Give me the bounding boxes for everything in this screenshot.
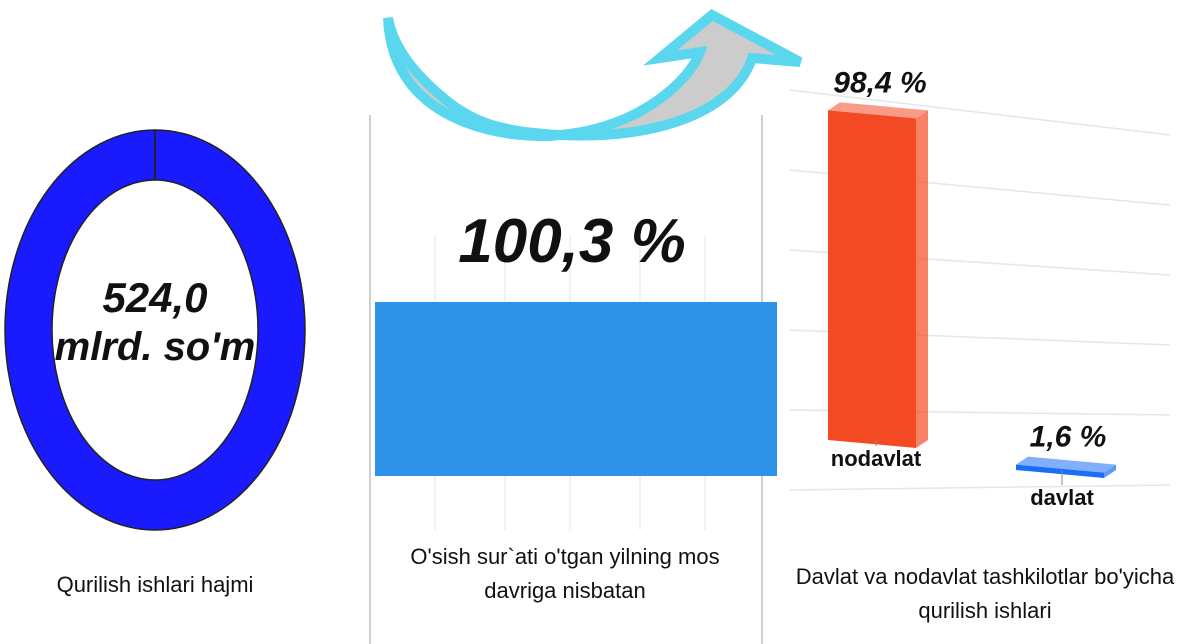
bar-front <box>828 110 916 449</box>
bar-front <box>1016 464 1104 478</box>
bar-top <box>828 102 928 119</box>
bar <box>375 302 777 476</box>
category-label: davlat <box>1030 485 1094 510</box>
caption: O'sish sur`ati o'tgan yilning mos davrig… <box>410 544 720 603</box>
grid-line <box>789 89 1171 136</box>
unit-label: mlrd. so'm <box>55 325 256 369</box>
category-label: nodavlat <box>831 446 922 471</box>
caption: Davlat va nodavlat tashkilotlar bo'yicha… <box>795 564 1175 623</box>
donut-ring <box>4 129 306 531</box>
value-label: 98,4 % <box>833 66 926 99</box>
value-label: 100,3 % <box>458 207 686 276</box>
grid-line <box>789 484 1171 491</box>
caption: Qurilish ishlari hajmi <box>56 572 254 597</box>
value-label: 1,6 % <box>1030 421 1107 454</box>
bar <box>828 102 928 449</box>
bar-top <box>1016 456 1116 473</box>
arrow-decoration <box>383 9 803 141</box>
bar-side <box>1104 464 1116 478</box>
bar <box>1016 456 1116 478</box>
value-label: 524,0 <box>102 274 207 321</box>
bar-side <box>916 110 928 449</box>
